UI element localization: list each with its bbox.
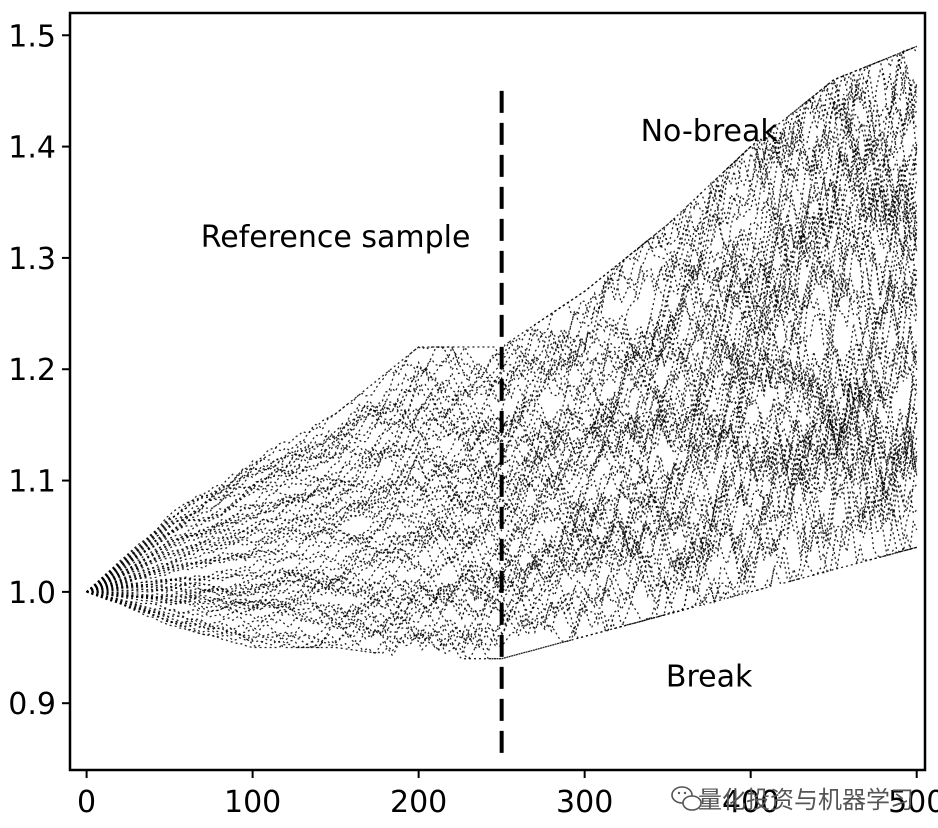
series-line [86,97,918,593]
y-tick-label: 1.3 [8,242,56,277]
series-line [86,159,918,593]
series-line [86,79,918,593]
x-tick-label: 500 [888,785,938,820]
annotation-label: Break [666,660,753,695]
axes-layer: 0 100 200 300 400 500 0.9 1.0 1.1 1.2 1.3 1.4 1.5 [8,19,938,820]
series-line [86,249,918,593]
plot-area [68,11,927,772]
y-tick-label: 1.4 [8,131,56,166]
annotation-label: Reference sample [201,220,471,255]
y-tick-label: 1.2 [8,353,56,388]
series-line [86,243,918,598]
y-tick-label: 1.0 [8,576,56,611]
series-line [86,45,917,593]
y-tick-label: 0.9 [8,687,56,722]
series-line [86,221,918,593]
series-line [86,482,918,660]
series-line [86,322,918,593]
series-line [86,196,918,593]
series-line [86,269,918,610]
series-line [86,103,918,593]
series-line [86,406,918,595]
plot-frame [68,11,927,772]
series-line [86,72,918,593]
series-line [86,126,918,593]
wechat-icon [671,786,702,811]
series-line [86,134,918,593]
series-line [86,64,918,593]
x-tick-label: 300 [556,785,613,820]
series-line [86,491,917,660]
x-tick-label: 200 [390,785,447,820]
y-tick-label: 1.1 [8,465,56,500]
series-line [86,109,918,593]
x-tick-label: 400 [722,785,779,820]
watermark-text: 量化投资与机器学习 [698,786,914,814]
series-line [86,347,918,647]
series-line [86,282,918,593]
annotation-layer: Reference sample No-break Break [201,114,779,694]
series-line [86,222,918,593]
x-tick-label: 100 [224,785,281,820]
series-line [86,419,918,632]
series-line [86,46,918,593]
x-tick-label: 0 [77,785,96,820]
watermark: 量化投资与机器学习 [671,786,914,814]
annotation-label: No-break [641,114,779,149]
y-tick-label: 1.5 [8,19,56,54]
